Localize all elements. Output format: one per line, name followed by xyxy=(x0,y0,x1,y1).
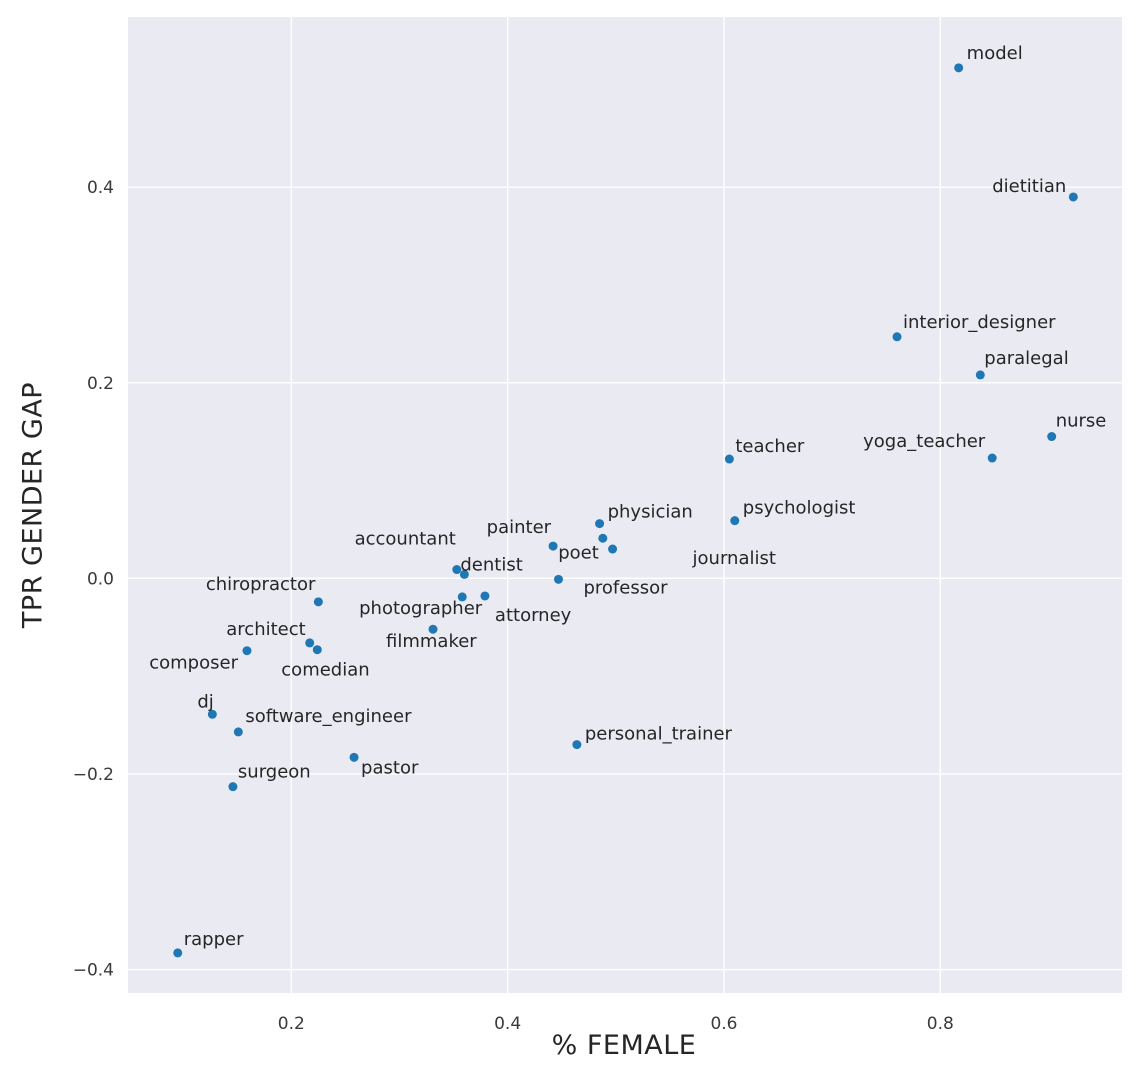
point-label: model xyxy=(967,43,1023,64)
point-label: dietitian xyxy=(992,176,1066,197)
y-tick-label: −0.4 xyxy=(73,961,114,981)
point-label: software_engineer xyxy=(245,706,412,727)
point-label: composer xyxy=(149,653,238,674)
point-label: paralegal xyxy=(984,348,1068,369)
point-label: personal_trainer xyxy=(585,724,733,745)
data-point xyxy=(480,591,490,601)
data-point xyxy=(313,597,323,607)
point-label: professor xyxy=(583,577,668,598)
point-label: poet xyxy=(558,542,599,563)
point-label: teacher xyxy=(735,436,805,457)
point-label: dj xyxy=(197,691,213,712)
x-tick-label: 0.2 xyxy=(278,1014,305,1034)
data-point xyxy=(312,645,322,655)
point-label: attorney xyxy=(495,605,572,626)
point-label: architect xyxy=(226,619,305,640)
data-point xyxy=(452,565,462,575)
data-point xyxy=(207,709,217,719)
data-point xyxy=(242,646,252,656)
point-label: surgeon xyxy=(238,762,311,783)
point-label: accountant xyxy=(355,529,456,550)
data-point xyxy=(233,727,243,737)
point-label: chiropractor xyxy=(206,574,316,595)
data-point xyxy=(173,948,183,958)
x-axis-label: % FEMALE xyxy=(551,1030,697,1061)
point-label: psychologist xyxy=(743,498,856,519)
data-point xyxy=(459,569,469,579)
data-point xyxy=(349,752,359,762)
y-tick-label: −0.2 xyxy=(73,765,114,785)
data-point xyxy=(1068,192,1078,202)
point-label: physician xyxy=(608,502,693,523)
y-tick-label: 0.0 xyxy=(87,569,114,589)
data-point xyxy=(548,541,558,551)
data-point xyxy=(428,624,438,634)
x-tick-label: 0.6 xyxy=(710,1014,737,1034)
point-label: yoga_teacher xyxy=(863,431,986,452)
point-label: pastor xyxy=(361,757,419,778)
data-point xyxy=(987,453,997,463)
data-point xyxy=(730,516,740,526)
point-label: filmmaker xyxy=(386,631,477,652)
y-axis-label: TPR GENDER GAP xyxy=(17,381,49,629)
point-label: journalist xyxy=(692,548,776,569)
data-point xyxy=(595,519,605,529)
point-label: painter xyxy=(487,517,552,538)
y-tick-label: 0.4 xyxy=(87,178,114,198)
data-point xyxy=(724,454,734,464)
data-point xyxy=(305,638,315,648)
point-label: photographer xyxy=(359,598,483,619)
point-label: interior_designer xyxy=(903,312,1056,333)
data-point xyxy=(457,592,467,602)
point-label: rapper xyxy=(184,929,244,950)
data-point xyxy=(608,544,618,554)
data-point xyxy=(572,740,582,750)
data-point xyxy=(892,332,902,342)
plot-background xyxy=(128,17,1122,993)
data-point xyxy=(553,574,563,584)
x-tick-label: 0.4 xyxy=(494,1014,521,1034)
point-label: nurse xyxy=(1056,411,1107,432)
x-tick-label: 0.8 xyxy=(927,1014,954,1034)
point-label: dentist xyxy=(460,554,522,575)
data-point xyxy=(598,533,608,543)
data-point xyxy=(228,782,238,792)
y-tick-label: 0.2 xyxy=(87,374,114,394)
data-point xyxy=(954,63,964,73)
data-point xyxy=(975,370,985,380)
point-label: comedian xyxy=(281,660,369,681)
data-point xyxy=(1047,432,1057,442)
